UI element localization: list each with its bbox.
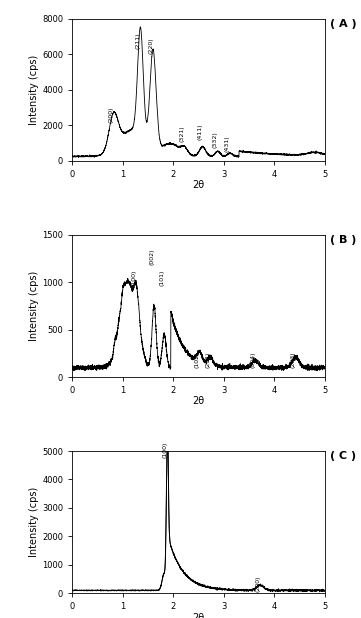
Y-axis label: Intensity (cps): Intensity (cps) [29,271,39,341]
Y-axis label: Intensity (cps): Intensity (cps) [29,54,39,125]
Text: (211): (211) [135,33,140,49]
Text: (200): (200) [255,575,260,591]
X-axis label: 2θ: 2θ [192,612,205,618]
Text: (002): (002) [149,248,154,265]
Text: (321): (321) [179,126,184,142]
Text: (411): (411) [197,123,203,140]
Text: (100): (100) [162,441,167,458]
X-axis label: 2θ: 2θ [192,397,205,407]
Text: (200): (200) [109,106,114,123]
Text: ( C ): ( C ) [330,451,356,461]
Text: ( A ): ( A ) [330,19,357,28]
Text: (332): (332) [213,131,218,148]
Text: (100): (100) [132,269,137,286]
Text: (102): (102) [195,352,200,368]
Text: (201): (201) [205,352,210,368]
Text: (004): (004) [250,352,255,368]
Text: (431): (431) [225,135,230,152]
Text: (203): (203) [291,352,296,368]
Text: ( B ): ( B ) [330,235,356,245]
Y-axis label: Intensity (cps): Intensity (cps) [29,487,39,557]
Text: (220): (220) [148,37,153,54]
X-axis label: 2θ: 2θ [192,180,205,190]
Text: (101): (101) [159,269,164,286]
